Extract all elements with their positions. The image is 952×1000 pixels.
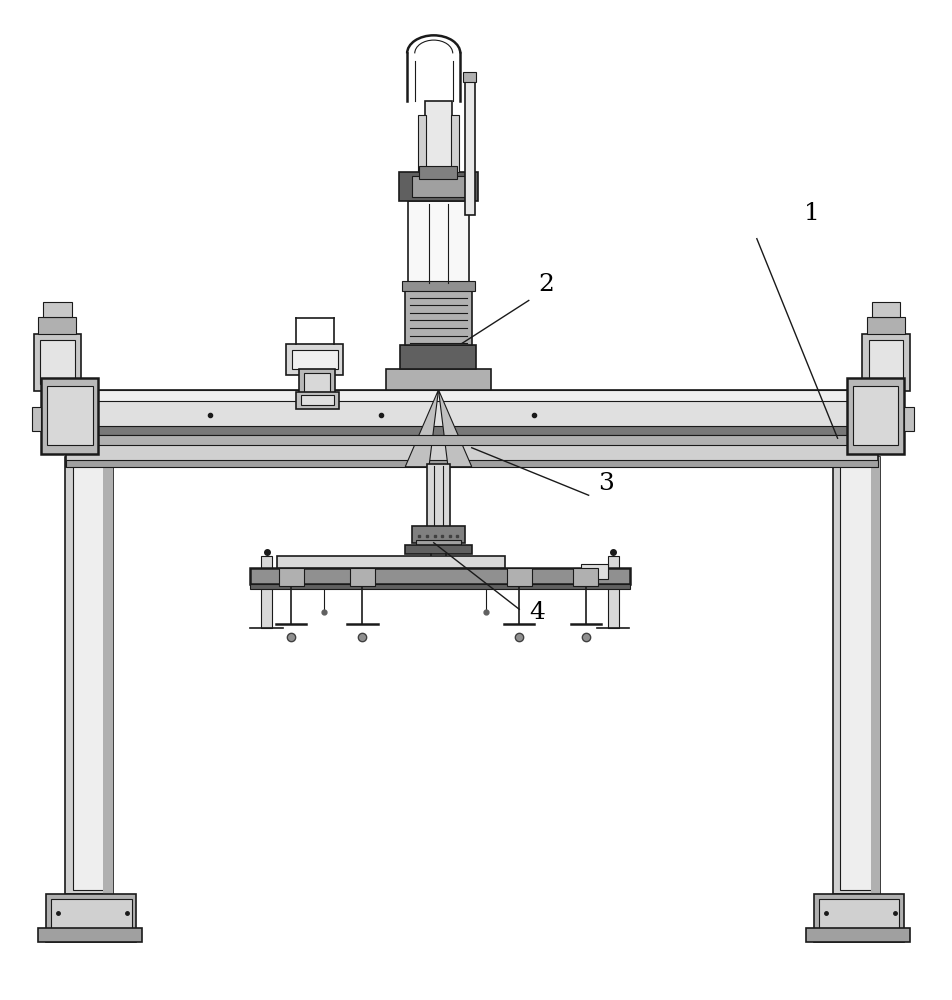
Bar bbox=[296, 392, 338, 409]
Bar bbox=[287, 344, 343, 375]
Bar bbox=[852, 386, 898, 445]
Bar bbox=[866, 317, 904, 334]
Bar bbox=[450, 115, 459, 172]
Bar bbox=[66, 438, 878, 467]
Bar bbox=[66, 460, 878, 467]
Bar bbox=[903, 407, 913, 431]
Bar bbox=[573, 568, 598, 586]
Bar bbox=[43, 302, 71, 317]
Bar bbox=[465, 77, 474, 215]
Bar bbox=[426, 464, 449, 529]
Bar bbox=[417, 115, 426, 172]
Bar bbox=[870, 457, 880, 894]
Bar bbox=[832, 457, 880, 894]
Bar bbox=[405, 545, 471, 554]
Bar bbox=[250, 584, 630, 589]
Bar bbox=[299, 369, 334, 395]
Bar bbox=[862, 334, 909, 391]
Bar bbox=[871, 302, 900, 317]
Bar bbox=[386, 369, 490, 390]
Bar bbox=[607, 556, 619, 628]
Bar bbox=[805, 928, 909, 942]
Bar bbox=[65, 457, 112, 894]
Bar bbox=[261, 556, 272, 628]
Polygon shape bbox=[405, 390, 438, 467]
Polygon shape bbox=[438, 390, 471, 467]
Bar bbox=[50, 899, 131, 937]
Bar bbox=[46, 894, 136, 942]
Text: 3: 3 bbox=[598, 472, 613, 495]
Bar bbox=[304, 373, 329, 392]
Bar bbox=[56, 390, 887, 435]
Bar bbox=[47, 386, 92, 445]
Bar bbox=[103, 457, 112, 894]
Bar bbox=[581, 564, 607, 579]
Bar bbox=[33, 334, 81, 391]
Bar bbox=[31, 407, 41, 431]
Bar bbox=[279, 568, 304, 586]
Bar bbox=[56, 435, 887, 445]
Bar bbox=[411, 176, 465, 197]
Bar bbox=[40, 340, 74, 384]
Bar bbox=[349, 568, 374, 586]
Bar bbox=[301, 395, 333, 405]
Bar bbox=[818, 899, 899, 937]
Text: 2: 2 bbox=[538, 273, 553, 296]
Bar bbox=[840, 462, 872, 890]
Bar bbox=[846, 378, 903, 454]
Bar bbox=[411, 526, 465, 543]
Bar bbox=[415, 540, 461, 549]
Bar bbox=[38, 317, 76, 334]
Bar bbox=[292, 350, 337, 369]
Bar bbox=[41, 378, 98, 454]
Bar bbox=[402, 281, 474, 291]
Bar bbox=[38, 928, 142, 942]
Bar bbox=[405, 286, 471, 345]
Bar bbox=[56, 390, 887, 401]
Bar bbox=[72, 462, 105, 890]
Text: 1: 1 bbox=[803, 202, 820, 225]
Text: 4: 4 bbox=[528, 601, 544, 624]
Bar bbox=[407, 201, 468, 286]
Bar bbox=[813, 894, 903, 942]
Bar bbox=[398, 172, 478, 201]
Bar bbox=[506, 568, 531, 586]
Bar bbox=[419, 166, 457, 179]
Bar bbox=[400, 345, 476, 369]
Bar bbox=[250, 568, 630, 584]
Bar bbox=[425, 101, 451, 172]
Bar bbox=[463, 72, 476, 82]
Bar bbox=[56, 426, 887, 435]
Bar bbox=[277, 556, 505, 568]
Bar bbox=[868, 340, 902, 384]
